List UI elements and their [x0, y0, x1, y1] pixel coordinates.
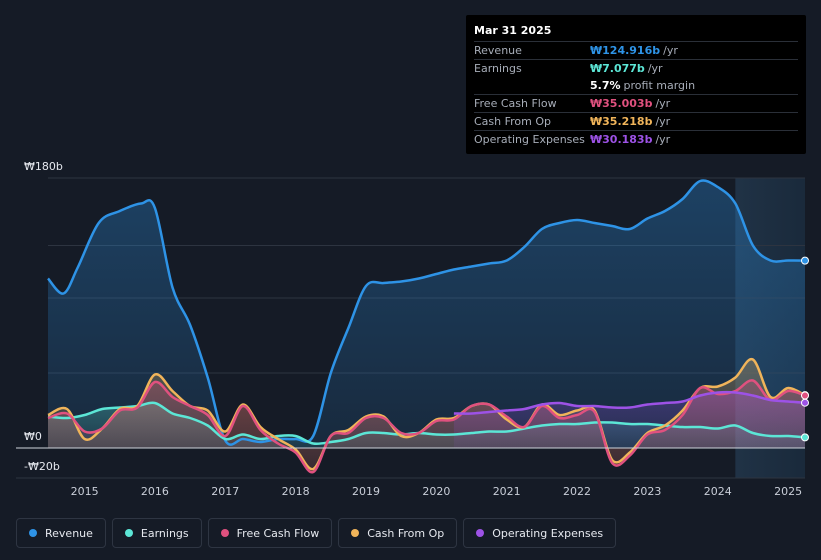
tooltip-margin-value: 5.7%	[590, 79, 621, 92]
legend-item-earnings[interactable]: Earnings	[111, 518, 202, 548]
tooltip-value: ₩35.003b	[590, 97, 653, 110]
tooltip-label: Cash From Op	[474, 115, 552, 128]
earnings-dot-icon	[124, 529, 133, 537]
tooltip-value: ₩35.218b	[590, 115, 653, 128]
tooltip-row-operating-expenses: Operating Expenses ₩30.183b /yr	[474, 130, 798, 148]
legend-item-revenue[interactable]: Revenue	[16, 518, 106, 548]
legend-label: Cash From Op	[367, 526, 445, 540]
x-tick-label: 2017	[211, 485, 239, 498]
tooltip-label: Operating Expenses	[474, 133, 585, 146]
tooltip-row-earnings: Earnings ₩7.077b /yr	[474, 59, 798, 77]
y-axis-label: ₩180b	[24, 160, 63, 173]
tooltip-unit: /yr	[655, 133, 671, 146]
free-cash-flow-area	[48, 380, 805, 473]
y-axis-label: -₩20b	[24, 460, 60, 473]
earnings-end-point	[801, 433, 809, 442]
x-tick-label: 2024	[704, 485, 732, 498]
x-tick-label: 2015	[71, 485, 99, 498]
free-cash-flow-dot-icon	[220, 529, 229, 537]
operating-expenses-end-point	[801, 398, 809, 407]
revenue-area	[48, 180, 805, 448]
tooltip-label: Free Cash Flow	[474, 97, 557, 110]
revenue-line	[47, 179, 806, 446]
x-tick-label: 2022	[563, 485, 591, 498]
tooltip-unit: /yr	[655, 97, 671, 110]
y-axis-label: ₩0	[24, 430, 42, 443]
tooltip-unit: /yr	[655, 115, 671, 128]
tooltip-value: ₩124.916b	[590, 44, 661, 57]
free-cash-flow-line	[47, 379, 806, 474]
legend-label: Operating Expenses	[492, 526, 604, 540]
operating-expenses-line	[453, 390, 806, 415]
legend-item-operating-expenses[interactable]: Operating Expenses	[463, 518, 617, 548]
chart: ₩180b ₩0 -₩20b 2015 2016 2017 2018 2019 2020 2021…	[16, 160, 809, 498]
tooltip-row-free-cash-flow: Free Cash Flow ₩35.003b /yr	[474, 94, 798, 112]
x-tick-label: 2023	[633, 485, 661, 498]
tooltip-unit: /yr	[647, 62, 663, 75]
cash-from-op-dot-icon	[351, 529, 360, 537]
tooltip-row-revenue: Revenue ₩124.916b /yr	[474, 41, 798, 59]
tooltip-label: Earnings	[474, 62, 522, 75]
x-tick-label: 2018	[282, 485, 310, 498]
tooltip-unit: /yr	[663, 44, 678, 57]
x-tick-label: 2016	[141, 485, 169, 498]
x-tick-label: 2019	[352, 485, 380, 498]
free-cash-flow-end-point	[801, 391, 809, 400]
x-tick-label: 2025	[774, 485, 802, 498]
tooltip-value: ₩7.077b	[590, 62, 645, 75]
legend-item-cash-from-op[interactable]: Cash From Op	[338, 518, 458, 548]
revenue-dot-icon	[29, 529, 37, 537]
legend-label: Earnings	[140, 526, 189, 540]
tooltip: Mar 31 2025 Revenue ₩124.916b /yr Earnin…	[466, 15, 806, 154]
revenue-end-point	[801, 256, 809, 265]
operating-expenses-dot-icon	[476, 529, 485, 537]
tooltip-row-profit-margin: 5.7% profit margin	[474, 77, 798, 94]
tooltip-margin-text: profit margin	[623, 79, 696, 92]
legend-item-free-cash-flow[interactable]: Free Cash Flow	[207, 518, 333, 548]
legend: Revenue Earnings Free Cash Flow Cash Fro…	[16, 518, 617, 548]
legend-label: Revenue	[45, 526, 93, 540]
x-tick-label: 2020	[422, 485, 450, 498]
tooltip-row-cash-from-op: Cash From Op ₩35.218b /yr	[474, 112, 798, 130]
x-tick-label: 2021	[493, 485, 521, 498]
legend-label: Free Cash Flow	[236, 526, 320, 540]
tooltip-date: Mar 31 2025	[474, 24, 552, 37]
tooltip-label: Revenue	[474, 44, 522, 57]
tooltip-value: ₩30.183b	[590, 133, 653, 146]
earnings-line	[47, 401, 806, 446]
